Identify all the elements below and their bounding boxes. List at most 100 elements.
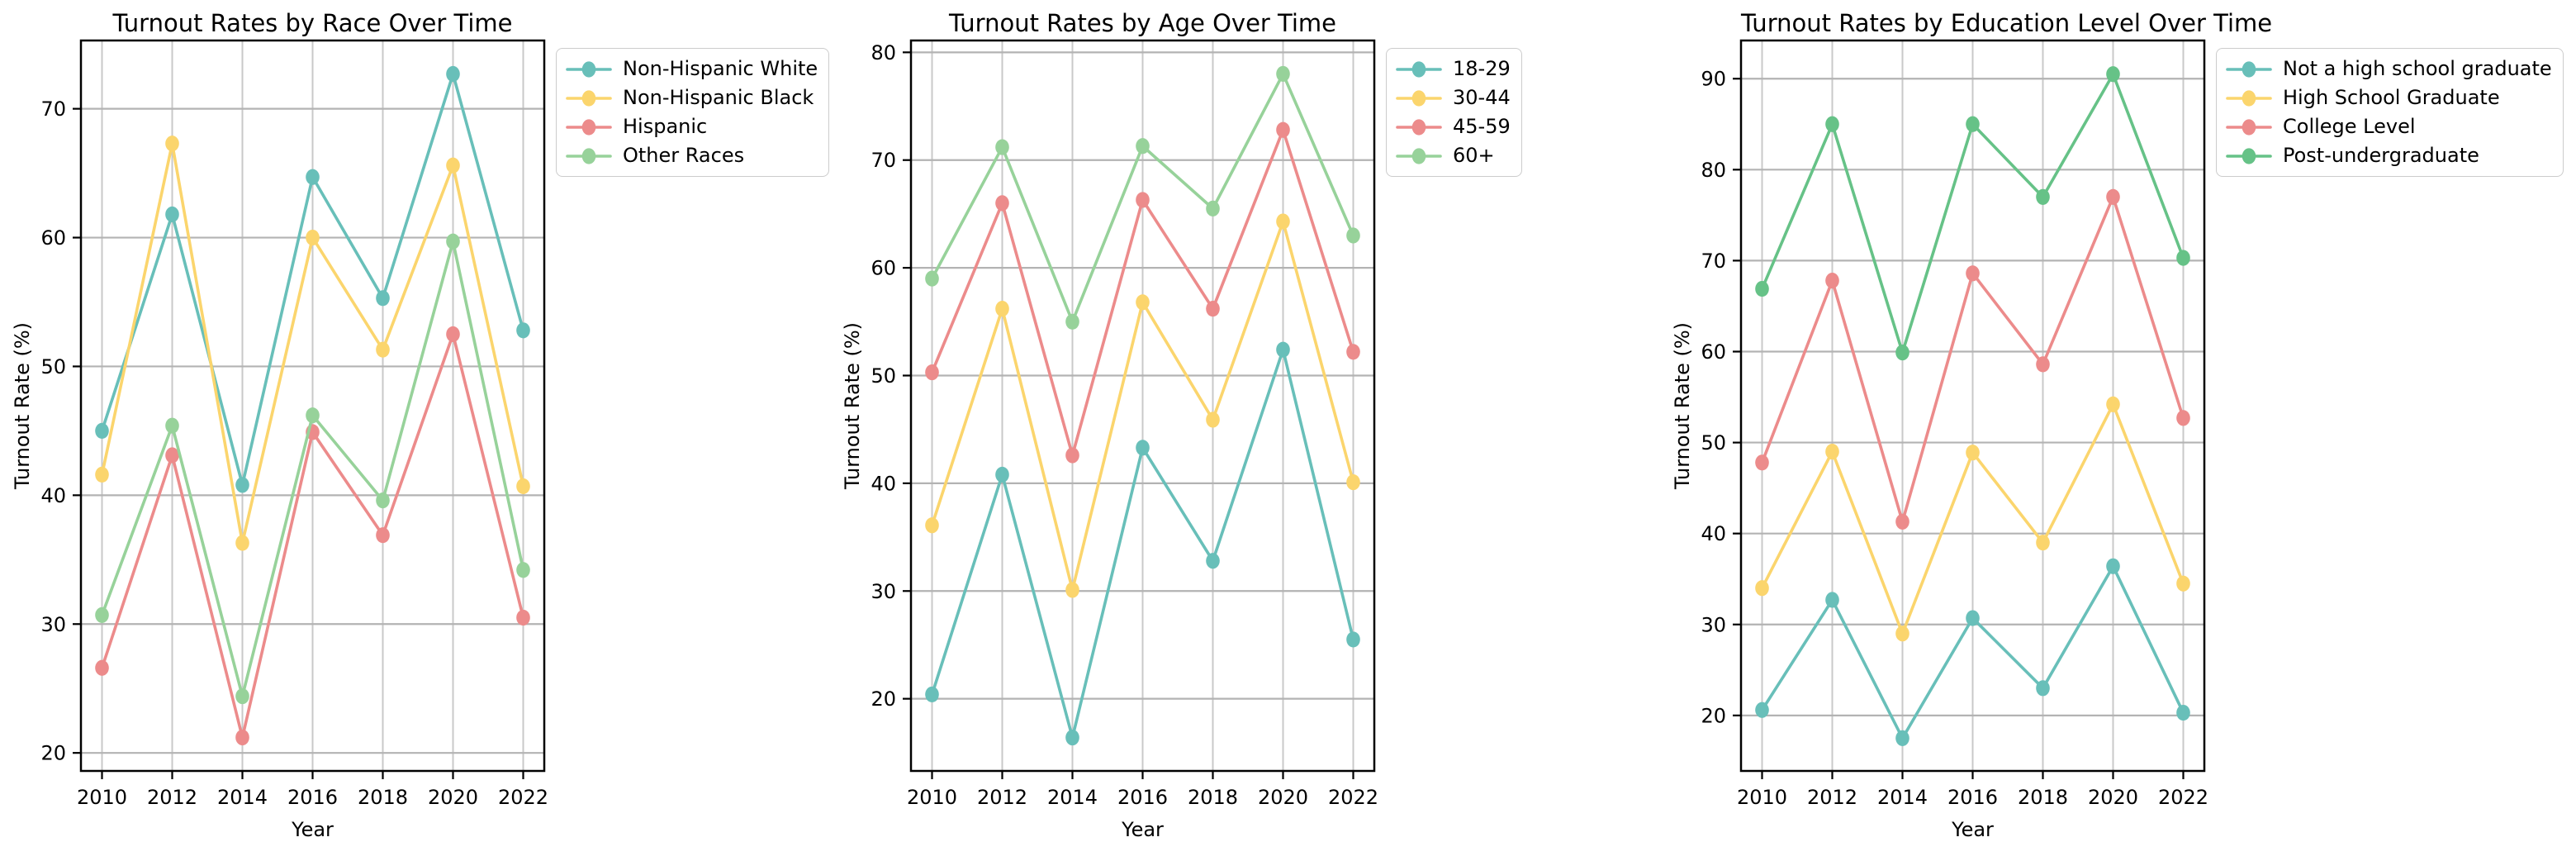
legend-label: Post-undergraduate — [2283, 144, 2479, 167]
chart-panel-race: Turnout Rates by Race Over Time Turnout … — [0, 0, 830, 842]
data-point-marker — [446, 65, 460, 83]
data-point-marker — [1206, 200, 1220, 216]
data-point-marker — [1755, 702, 1769, 718]
legend-line-marker-icon — [1396, 60, 1442, 78]
y-tick-label: 50 — [1701, 431, 1726, 454]
data-point-marker — [235, 477, 249, 493]
data-point-marker — [1825, 443, 1839, 460]
data-point-marker — [165, 417, 179, 434]
legend-line-marker-icon — [566, 60, 612, 78]
legend-item: High School Graduate — [2226, 83, 2552, 112]
data-point-marker — [376, 527, 390, 544]
data-point-marker — [376, 290, 390, 307]
data-point-marker — [1136, 192, 1150, 208]
x-tick-label: 2016 — [1947, 786, 1998, 809]
chart-panel-age: Turnout Rates by Age Over Time Turnout R… — [830, 0, 1660, 842]
legend-label: Not a high school graduate — [2283, 57, 2552, 80]
y-tick-label: 80 — [871, 41, 896, 64]
data-point-marker — [1206, 301, 1220, 317]
data-point-marker — [1895, 730, 1909, 746]
data-point-marker — [235, 729, 249, 746]
data-point-marker — [1755, 580, 1769, 597]
data-point-marker — [995, 139, 1009, 155]
legend-line-marker-icon — [566, 118, 612, 136]
y-tick-label: 40 — [40, 484, 66, 507]
data-point-marker — [995, 301, 1009, 317]
data-point-marker — [306, 169, 320, 185]
y-tick-label: 30 — [40, 613, 66, 636]
y-tick-label: 50 — [40, 355, 66, 378]
x-tick-label: 2014 — [217, 786, 268, 809]
y-tick-label: 60 — [40, 226, 66, 250]
plot-area: 2010 2012 2014 2016 2018 2020 2022 20 30 40 50 60 70… — [1701, 39, 2208, 809]
data-point-marker — [165, 447, 179, 464]
legend-label: 30-44 — [1453, 86, 1511, 109]
x-tick-label: 2018 — [1188, 786, 1238, 809]
data-point-marker — [925, 364, 939, 381]
data-point-marker — [95, 466, 109, 483]
x-axis-label: Year — [1952, 818, 1994, 841]
x-tick-label: 2018 — [2018, 786, 2068, 809]
data-point-marker — [235, 687, 249, 705]
legend-label: Other Races — [623, 144, 745, 167]
chart-title: Turnout Rates by Race Over Time — [112, 9, 513, 37]
legend-line-marker-icon — [1396, 118, 1442, 136]
x-tick-label: 2020 — [1258, 786, 1308, 809]
x-tick-label: 2018 — [358, 786, 408, 809]
data-point-marker — [376, 341, 390, 358]
data-point-marker — [306, 407, 320, 424]
data-point-marker — [1136, 440, 1150, 456]
data-point-marker — [516, 562, 530, 578]
x-tick-label: 2014 — [1047, 786, 1098, 809]
legend-label: Non-Hispanic White — [623, 57, 818, 80]
legend-line-marker-icon — [2226, 118, 2272, 136]
data-point-marker — [446, 326, 460, 343]
data-point-marker — [2176, 250, 2190, 266]
data-point-marker — [1136, 294, 1150, 311]
data-point-marker — [2036, 356, 2050, 373]
data-point-marker — [1895, 344, 1909, 361]
legend-line-marker-icon — [1396, 147, 1442, 164]
data-point-marker — [1966, 116, 1980, 132]
x-tick-label: 2020 — [2088, 786, 2138, 809]
data-point-marker — [1065, 582, 1079, 598]
data-point-marker — [306, 229, 320, 246]
data-point-marker — [1276, 341, 1290, 358]
x-tick-label: 2010 — [1737, 786, 1787, 809]
data-point-marker — [1276, 65, 1290, 83]
data-point-marker — [1895, 626, 1909, 642]
data-point-marker — [1346, 473, 1360, 491]
data-point-marker — [1065, 313, 1079, 330]
data-point-marker — [995, 195, 1009, 212]
x-tick-label: 2016 — [287, 786, 338, 809]
data-point-marker — [446, 233, 460, 250]
legend: 18-29 30-44 45-59 60+ — [1386, 48, 1522, 177]
y-tick-label: 80 — [1701, 159, 1726, 182]
data-point-marker — [2106, 396, 2120, 412]
legend-line-marker-icon — [566, 147, 612, 164]
x-tick-label: 2022 — [2158, 786, 2208, 809]
data-point-marker — [516, 478, 530, 495]
x-tick-label: 2012 — [1807, 786, 1857, 809]
legend-label: High School Graduate — [2283, 86, 2500, 109]
data-point-marker — [995, 466, 1009, 483]
x-tick-label: 2012 — [147, 786, 197, 809]
y-tick-label: 50 — [871, 364, 896, 388]
x-tick-label: 2016 — [1117, 786, 1168, 809]
data-point-marker — [516, 322, 530, 339]
legend-item: Non-Hispanic White — [566, 55, 818, 83]
legend-line-marker-icon — [2226, 89, 2272, 107]
legend-item: Non-Hispanic Black — [566, 83, 818, 112]
data-point-marker — [1136, 138, 1150, 155]
data-point-marker — [2036, 188, 2050, 205]
data-point-marker — [1825, 116, 1839, 132]
legend-label: Non-Hispanic Black — [623, 86, 814, 109]
data-point-marker — [925, 686, 939, 703]
y-tick-label: 20 — [1701, 704, 1726, 727]
y-tick-label: 70 — [1701, 250, 1726, 273]
data-point-marker — [2106, 188, 2120, 205]
data-point-marker — [376, 492, 390, 509]
legend-item: 45-59 — [1396, 112, 1511, 141]
data-point-marker — [1755, 454, 1769, 471]
legend-line-marker-icon — [566, 89, 612, 107]
